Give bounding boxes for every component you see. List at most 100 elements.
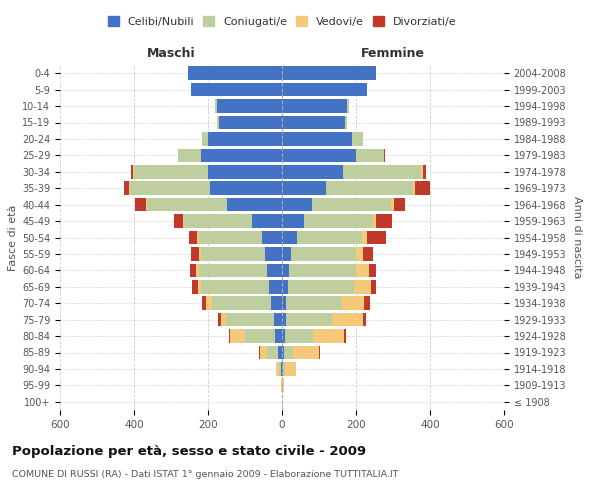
Bar: [282, 165, 343, 178]
Bar: [284, 362, 296, 376]
Bar: [291, 247, 356, 260]
Bar: [367, 231, 386, 244]
Bar: [282, 313, 286, 326]
Bar: [391, 198, 394, 211]
Bar: [282, 362, 283, 376]
Bar: [289, 264, 356, 277]
Bar: [282, 198, 311, 211]
Text: Popolazione per età, sesso e stato civile - 2009: Popolazione per età, sesso e stato civil…: [12, 445, 366, 458]
Bar: [280, 362, 281, 376]
Bar: [394, 198, 405, 211]
Bar: [282, 296, 286, 310]
Bar: [421, 165, 422, 178]
Bar: [311, 198, 391, 211]
Text: Maschi: Maschi: [146, 47, 196, 60]
Bar: [200, 247, 265, 260]
Bar: [282, 116, 345, 129]
Bar: [278, 346, 282, 359]
Bar: [313, 330, 344, 343]
Bar: [192, 280, 197, 293]
Bar: [197, 280, 200, 293]
Bar: [282, 148, 356, 162]
Bar: [197, 231, 199, 244]
Bar: [134, 165, 208, 178]
Bar: [304, 214, 373, 228]
Bar: [354, 280, 371, 293]
Bar: [282, 247, 291, 260]
Bar: [283, 362, 284, 376]
Bar: [190, 264, 196, 277]
Bar: [212, 296, 271, 310]
Bar: [221, 313, 226, 326]
Bar: [373, 214, 376, 228]
Bar: [210, 182, 282, 195]
Bar: [135, 198, 146, 211]
Bar: [364, 296, 370, 310]
Bar: [215, 100, 217, 113]
Bar: [293, 346, 319, 359]
Bar: [146, 198, 147, 211]
Bar: [133, 165, 134, 178]
Bar: [129, 182, 130, 195]
Bar: [413, 182, 415, 195]
Bar: [283, 378, 284, 392]
Bar: [219, 116, 282, 129]
Bar: [218, 313, 221, 326]
Y-axis label: Anni di nascita: Anni di nascita: [572, 196, 582, 279]
Bar: [277, 362, 280, 376]
Bar: [217, 100, 282, 113]
Bar: [282, 100, 347, 113]
Bar: [265, 247, 282, 260]
Bar: [269, 280, 282, 293]
Bar: [124, 182, 129, 195]
Bar: [208, 165, 282, 178]
Bar: [347, 100, 349, 113]
Bar: [208, 132, 282, 145]
Bar: [267, 346, 278, 359]
Bar: [286, 296, 342, 310]
Bar: [369, 264, 376, 277]
Bar: [199, 231, 262, 244]
Bar: [326, 182, 413, 195]
Bar: [274, 313, 282, 326]
Bar: [282, 346, 284, 359]
Y-axis label: Fasce di età: Fasce di età: [8, 204, 18, 270]
Bar: [199, 247, 200, 260]
Bar: [362, 231, 367, 244]
Bar: [227, 198, 282, 211]
Bar: [342, 296, 364, 310]
Bar: [253, 214, 282, 228]
Bar: [217, 116, 219, 129]
Bar: [287, 280, 354, 293]
Bar: [188, 66, 282, 80]
Bar: [190, 231, 197, 244]
Bar: [200, 148, 282, 162]
Bar: [271, 296, 282, 310]
Bar: [284, 346, 293, 359]
Bar: [245, 330, 275, 343]
Bar: [282, 182, 326, 195]
Bar: [282, 132, 352, 145]
Bar: [173, 214, 183, 228]
Bar: [178, 148, 200, 162]
Bar: [267, 264, 282, 277]
Bar: [376, 214, 392, 228]
Bar: [130, 182, 210, 195]
Bar: [356, 247, 364, 260]
Bar: [196, 264, 199, 277]
Bar: [229, 330, 230, 343]
Bar: [356, 264, 369, 277]
Text: COMUNE DI RUSSI (RA) - Dati ISTAT 1° gennaio 2009 - Elaborazione TUTTITALIA.IT: COMUNE DI RUSSI (RA) - Dati ISTAT 1° gen…: [12, 470, 398, 479]
Bar: [199, 264, 267, 277]
Bar: [191, 247, 199, 260]
Bar: [371, 280, 376, 293]
Bar: [191, 83, 282, 96]
Bar: [422, 165, 426, 178]
Bar: [384, 148, 385, 162]
Bar: [183, 214, 184, 228]
Bar: [356, 148, 384, 162]
Bar: [282, 214, 304, 228]
Bar: [200, 280, 269, 293]
Bar: [202, 296, 206, 310]
Bar: [147, 198, 227, 211]
